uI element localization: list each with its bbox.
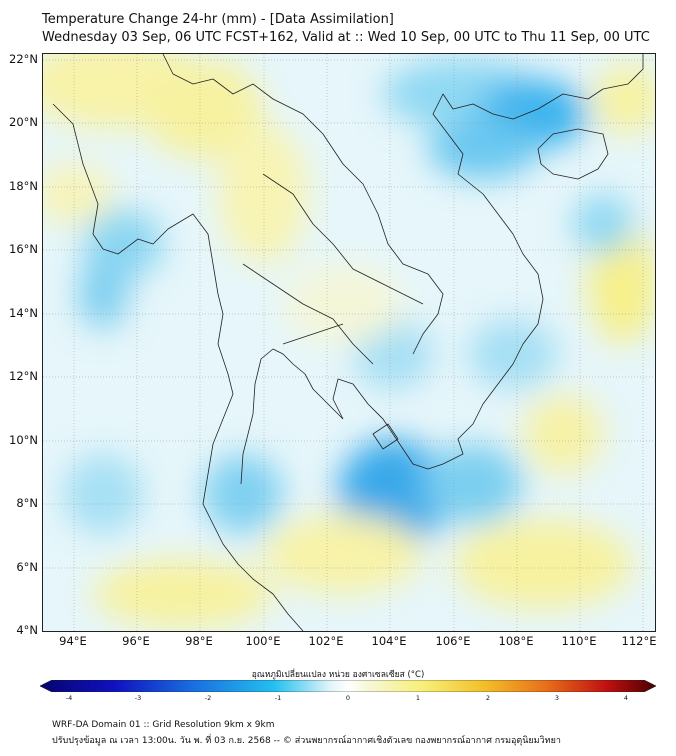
y-tick-label: 10°N: [9, 433, 38, 447]
footer-credits: ปรับปรุงข้อมูล ณ เวลา 13:00น. วัน พ. ที่…: [52, 736, 561, 746]
map-title: Temperature Change 24-hr (mm) - [Data As…: [42, 12, 394, 27]
colorbar-tick: -2: [204, 694, 212, 702]
x-tick-label: 110°E: [561, 634, 597, 648]
x-tick-label: 102°E: [308, 634, 344, 648]
colorbar-tick: -4: [65, 694, 73, 702]
temperature-change-map: [42, 53, 656, 632]
x-tick-label: 104°E: [371, 634, 407, 648]
temperature-field: [43, 54, 655, 629]
x-tick-label: 112°E: [621, 634, 657, 648]
x-tick-label: 98°E: [185, 634, 213, 648]
colorbar-gradient: [40, 680, 656, 692]
map-canvas: [43, 54, 655, 631]
y-tick-label: 14°N: [9, 306, 38, 320]
colorbar-tick: 0: [345, 694, 351, 702]
y-tick-label: 12°N: [9, 369, 38, 383]
colorbar-title: อุณหภูมิเปลี่ยนแปลง หน่วย องศาเซลเซียส (…: [251, 670, 425, 680]
colorbar-tick: -1: [274, 694, 282, 702]
y-tick-label: 16°N: [9, 242, 38, 256]
y-tick-label: 6°N: [16, 560, 38, 574]
y-tick-label: 4°N: [16, 623, 38, 637]
colorbar: [40, 680, 656, 692]
coastlines: [52, 54, 644, 631]
x-tick-label: 108°E: [498, 634, 534, 648]
y-tick-label: 20°N: [9, 115, 38, 129]
map-subtitle: Wednesday 03 Sep, 06 UTC FCST+162, Valid…: [42, 30, 650, 45]
colorbar-tick: 4: [623, 694, 629, 702]
y-tick-label: 22°N: [9, 52, 38, 66]
x-tick-label: 94°E: [59, 634, 87, 648]
y-tick-label: 8°N: [16, 496, 38, 510]
footer-model-info: WRF-DA Domain 01 :: Grid Resolution 9km …: [52, 720, 275, 730]
graticule: [43, 54, 655, 631]
colorbar-tick: 2: [485, 694, 491, 702]
colorbar-tick: -3: [134, 694, 142, 702]
colorbar-tick: 1: [415, 694, 421, 702]
x-tick-label: 96°E: [122, 634, 150, 648]
y-tick-label: 18°N: [9, 179, 38, 193]
x-tick-label: 100°E: [245, 634, 281, 648]
colorbar-tick: 3: [554, 694, 560, 702]
x-tick-label: 106°E: [435, 634, 471, 648]
